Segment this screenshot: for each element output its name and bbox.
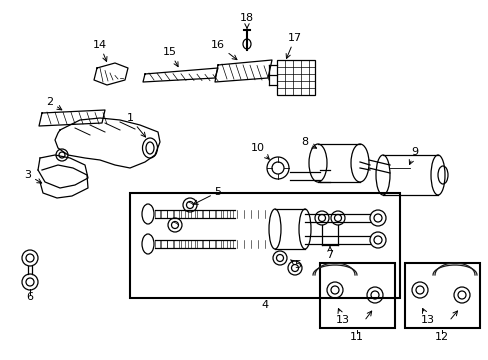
Text: 13: 13: [420, 309, 434, 325]
Text: 6: 6: [26, 292, 34, 302]
Text: 14: 14: [93, 40, 107, 62]
Bar: [276, 60, 314, 95]
Text: 16: 16: [210, 40, 237, 60]
Text: 15: 15: [163, 47, 178, 67]
Text: 4: 4: [261, 300, 268, 310]
Text: 17: 17: [285, 33, 302, 58]
Text: 7: 7: [326, 246, 333, 260]
Bar: [319, 263, 394, 328]
Text: 8: 8: [301, 137, 316, 148]
Text: 9: 9: [408, 147, 418, 165]
Text: 2: 2: [46, 97, 61, 110]
Bar: [130, 193, 399, 298]
Text: 13: 13: [335, 309, 349, 325]
Text: 10: 10: [250, 143, 269, 159]
Text: 5: 5: [193, 187, 221, 204]
Text: 12: 12: [434, 332, 448, 342]
Text: 1: 1: [126, 113, 145, 137]
Bar: [404, 263, 479, 328]
Text: 11: 11: [349, 332, 363, 342]
Text: 3: 3: [24, 170, 41, 183]
Text: 5: 5: [290, 260, 301, 270]
Text: 18: 18: [240, 13, 254, 28]
